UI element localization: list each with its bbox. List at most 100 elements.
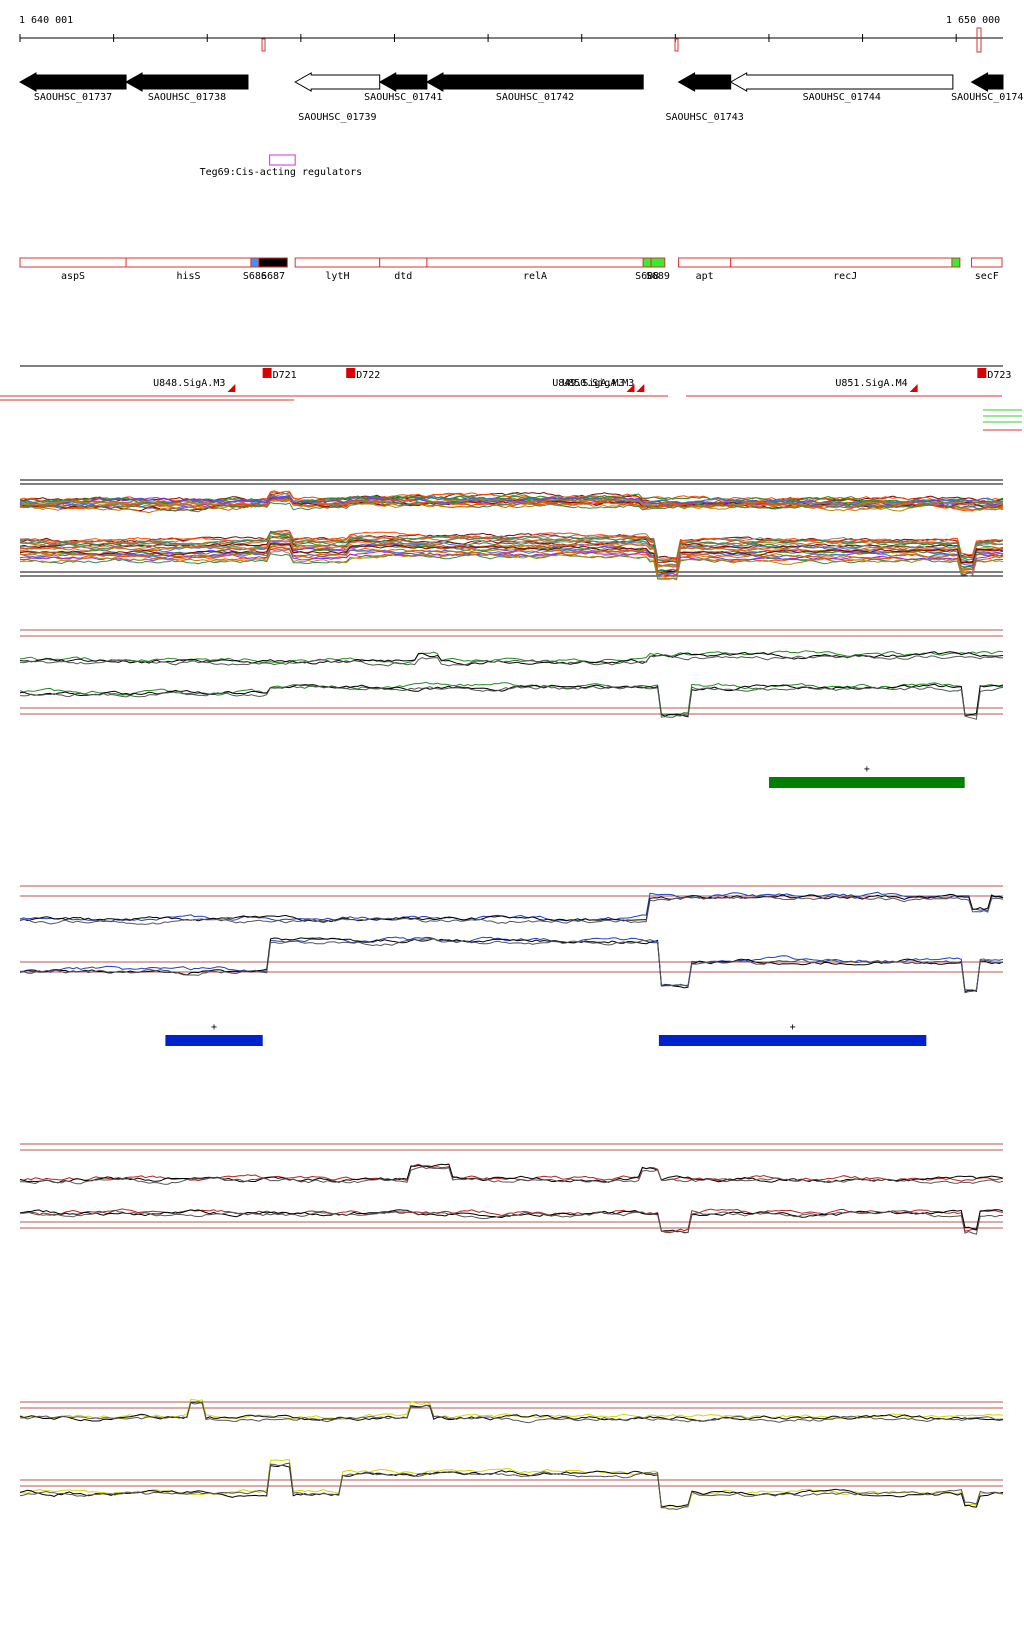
feature-label: S687 [261,271,285,282]
feature-label: S686 [243,271,267,282]
feature-box [258,257,288,268]
expression-line [19,651,1004,666]
operon-label: U848.SigA.M3 [153,378,225,389]
expression-tracks [19,479,1004,1511]
feature-label: recJ [833,271,857,282]
operon-end-marker [626,384,635,392]
ruler-marker [674,38,679,52]
feature-label: S689 [646,271,670,282]
feature-label: relA [523,271,547,282]
regulator-track: Teg69:Cis-acting regulators [200,154,363,178]
gene-arrow [294,72,381,92]
tss-label: D722 [356,370,380,381]
feature-box [250,257,260,268]
expression-line [19,501,1004,513]
gene-label: SAOUHSC_01742 [496,92,574,103]
expression-line [19,654,1004,667]
ruler-start-label: 1 640 001 [19,15,73,26]
expression-line [20,1209,1004,1235]
feature-box [730,257,961,268]
tss-track: D721 D722 D723 U848.SigA.M3 U849.SigA.M3U850… [0,365,1022,431]
expression-line [19,496,1004,507]
gene-arrow [970,72,1004,92]
gene-label: SAOUHSC_01739 [298,112,376,123]
expression-line [19,683,1004,718]
expression-line [19,546,1004,576]
regulator-label: Teg69:Cis-acting regulators [200,167,363,178]
expression-line [19,937,1004,994]
expression-line [19,1464,1004,1508]
gene-arrow [18,72,127,92]
expression-line [19,536,1004,567]
feature-box [426,257,644,268]
gene-label: SAOUHSC_01744 [803,92,881,103]
ruler-ticks [19,34,957,42]
expression-line [19,936,1004,992]
operon-end-marker [909,384,918,392]
gene-arrow [125,72,249,92]
feature-box [125,257,252,268]
expression-line [19,937,1004,993]
gene-label: SAOUHSC_01738 [148,92,226,103]
feature-label: aspS [61,271,85,282]
gene-label: SAOUHSC_0174 [951,92,1023,103]
expression-line [19,650,1004,665]
feature-box [951,257,961,268]
regulator-box [269,154,296,166]
expression-line [19,491,1004,505]
segment-strand-label: + [211,1022,217,1033]
gene-track: SAOUHSC_01737 SAOUHSC_01738 SAOUHSC_01739 S… [18,72,1023,123]
gene-arrow [677,72,732,92]
expression-line [19,550,1004,580]
operon-end-marker [227,384,236,392]
expression-line [19,684,1004,720]
feature-box [19,257,127,268]
expression-line [19,492,1004,504]
expression-line [20,530,1004,562]
ruler-marker [976,27,982,53]
tss-label: D721 [273,370,297,381]
expression-line [19,536,1004,568]
feature-box [971,257,1003,268]
gene-label: SAOUHSC_01737 [34,92,112,103]
tss-marker [977,368,987,378]
segment-strand-label: + [790,1022,796,1033]
feature-label: apt [696,271,714,282]
expression-line [19,895,1004,925]
gene-label: SAOUHSC_01741 [364,92,442,103]
expression-line [19,1401,1004,1422]
feature-label: secF [975,271,999,282]
ruler-marker [261,38,266,52]
feature-label: S688 [635,271,659,282]
feature-label: dtd [394,271,412,282]
segment-tracks: + + + [165,764,965,1046]
gene-label: SAOUHSC_01743 [665,112,743,123]
operon-label: U851.SigA.M4 [835,378,907,389]
expression-line [19,543,1004,574]
ruler-end-label: 1 650 000 [946,15,1000,26]
coordinate-ruler: 1 640 001 1 650 000 [19,15,1003,53]
tss-marker [262,368,272,378]
feature-label: lytH [325,271,349,282]
operon-label: U850.SigA.M3 [562,378,634,389]
expression-line [19,1401,1004,1424]
feature-box [642,257,652,268]
expression-line [19,1166,1004,1185]
operon-label: U849.SigA.M3 [552,378,624,389]
gene-arrow [378,72,428,92]
tss-marker [346,368,356,378]
gene-arrow [425,72,644,92]
expression-line [19,1462,1004,1511]
gene-arrow [729,72,954,92]
feature-box [379,257,428,268]
segment-strand-label: + [864,764,870,775]
expression-line [19,545,1004,575]
expression-line [19,532,1004,563]
segment-bar [769,777,965,788]
expression-line [19,1163,1004,1184]
feature-box [294,257,381,268]
feature-label: hisS [176,271,200,282]
tss-label: D723 [987,370,1011,381]
